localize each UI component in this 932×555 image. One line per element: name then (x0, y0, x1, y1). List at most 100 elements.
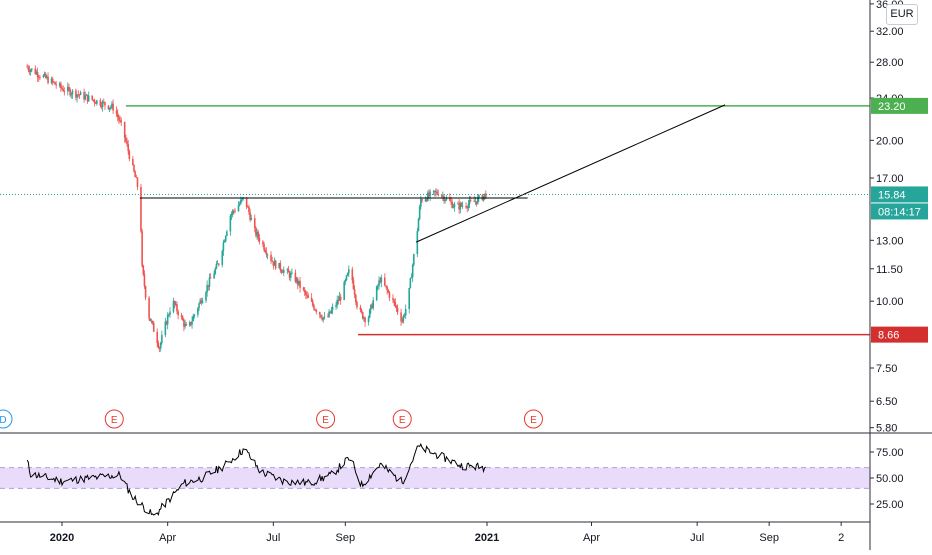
currency-selector[interactable]: EUR (886, 4, 918, 25)
candle-body (165, 321, 168, 325)
candle-body (92, 99, 95, 101)
candle-body (120, 120, 123, 122)
candle-body (158, 347, 161, 349)
candle-body (250, 218, 253, 221)
candle-body (371, 304, 373, 309)
candle-body (148, 297, 150, 319)
candle-body (303, 289, 306, 292)
candle-body (433, 190, 436, 193)
candle-body (270, 254, 272, 261)
candle-body (465, 205, 467, 208)
candle-body (408, 287, 410, 310)
candle-body (230, 213, 233, 216)
candle-body (394, 302, 397, 306)
candle-body (306, 294, 308, 296)
candle-body (263, 243, 265, 250)
time-axis-label: 2021 (475, 532, 499, 544)
candle-body (234, 210, 236, 212)
earnings-badge-label: E (399, 415, 406, 426)
earnings-badge-label: E (111, 415, 118, 426)
dividend-badge[interactable] (0, 409, 13, 429)
candle-body (379, 280, 381, 283)
candle-body (307, 295, 309, 298)
candle-body (253, 218, 256, 228)
candle-body (413, 254, 415, 265)
candle-body (101, 101, 104, 108)
candle-body (107, 105, 110, 110)
time-axis-label: Jul (690, 532, 704, 544)
earnings-badge[interactable] (104, 409, 124, 429)
earnings-badge[interactable] (316, 409, 336, 429)
support-price-tag: 8.66 (878, 330, 899, 342)
candle-body (135, 177, 138, 178)
candle-body (265, 251, 268, 255)
candle-body (344, 279, 347, 282)
candle-body (485, 193, 487, 199)
candle-body (271, 260, 273, 262)
candle-body (87, 95, 90, 102)
candle-body (401, 321, 404, 323)
rsi-pane[interactable] (0, 442, 870, 516)
candle-body (478, 195, 480, 198)
candle-body (67, 86, 69, 92)
candle-body (77, 94, 80, 96)
time-axis-label: Sep (759, 532, 779, 544)
candle-body (417, 219, 420, 232)
candle-body (55, 84, 57, 86)
candle-body (31, 68, 33, 70)
candle-body (395, 305, 398, 308)
support-price-tag-bg (871, 326, 928, 343)
candle-body (474, 201, 477, 203)
candle-body (177, 311, 179, 316)
candle-body (323, 316, 326, 318)
candle-body (466, 207, 469, 209)
candle-body (295, 278, 298, 282)
earnings-badge[interactable] (392, 409, 412, 429)
candle-body (28, 69, 31, 72)
candle-body (159, 342, 162, 349)
candle-body (264, 249, 267, 252)
candle-body (143, 274, 146, 287)
trendline[interactable] (415, 104, 726, 243)
candle-body (305, 291, 307, 295)
candle-body (71, 90, 74, 95)
candle-body (100, 105, 103, 108)
candle-body (335, 304, 337, 307)
candle-body (176, 304, 178, 312)
candle-body (61, 87, 63, 89)
candle-body (451, 201, 453, 208)
earnings-badge-label: E (530, 415, 537, 426)
candle-body (331, 306, 334, 310)
candle-body (467, 203, 470, 208)
candle-body (169, 311, 171, 315)
candle-body (299, 280, 301, 288)
candle-body (329, 311, 332, 314)
candle-body (199, 300, 201, 304)
candle-body (54, 82, 56, 85)
candle-body (338, 296, 341, 301)
candle-body (215, 263, 218, 269)
candle-body (168, 314, 170, 316)
time-axis-label: Apr (583, 532, 600, 544)
candle-body (279, 262, 282, 271)
candle-body (62, 88, 64, 92)
candle-body (34, 68, 37, 75)
time-axis-label: 2 (838, 532, 844, 544)
candle-body (354, 294, 357, 303)
candle-body (47, 76, 49, 84)
candle-body (360, 309, 363, 313)
candle-body (440, 195, 443, 197)
candle-body (429, 191, 431, 197)
candle-body (411, 264, 414, 278)
candle-body (322, 317, 325, 320)
candle-body (42, 75, 45, 78)
earnings-badge[interactable] (523, 409, 543, 429)
candle-body (197, 308, 199, 315)
candle-body (200, 300, 203, 304)
candle-body (209, 277, 212, 279)
candle-body (445, 197, 448, 201)
candle-body (378, 280, 380, 287)
